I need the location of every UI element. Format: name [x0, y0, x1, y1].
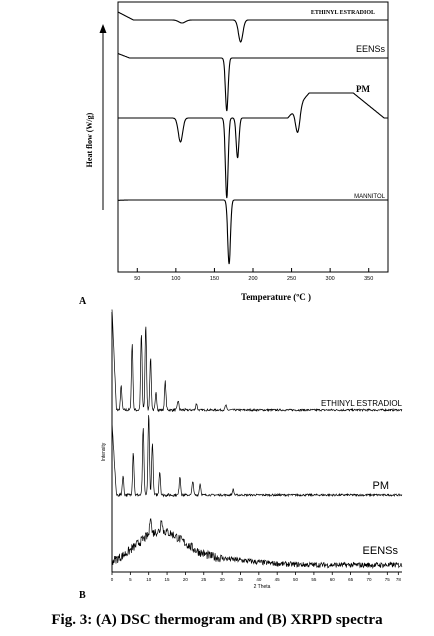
- xrpd-x-tick-label: 15: [165, 577, 171, 582]
- xrpd-x-tick-label: 75: [385, 577, 391, 582]
- xrpd-x-tick-label: 10: [146, 577, 152, 582]
- dsc-x-tick-label: 300: [326, 276, 335, 282]
- dsc-plot-frame: [117, 1, 389, 273]
- xrpd-trace-2: [111, 517, 403, 570]
- xrpd-y-axis-label: Intensity: [101, 442, 107, 461]
- dsc-x-tick-label: 100: [171, 276, 180, 282]
- dsc-x-tick-label: 200: [248, 276, 257, 282]
- xrpd-x-tick-label: 40: [256, 577, 262, 582]
- xrpd-x-tick-label: 55: [311, 577, 317, 582]
- dsc-y-axis-label: Heat flow (W/g): [85, 112, 94, 167]
- dsc-x-tick-label: 150: [210, 276, 219, 282]
- xrpd-x-tick-label: 0: [111, 577, 114, 582]
- dsc-y-arrow-head: [99, 24, 107, 33]
- panel-a-label: A: [79, 296, 87, 307]
- dsc-x-tick-label: 50: [134, 276, 140, 282]
- xrpd-x-tick-label: 78: [396, 577, 402, 582]
- dsc-x-tick-label: 250: [287, 276, 296, 282]
- xrpd-trace-1: [111, 415, 403, 498]
- xrpd-x-tick-label: 65: [348, 577, 354, 582]
- dsc-series-label-1: EENSs: [356, 44, 386, 54]
- dsc-trace-3: [118, 199, 388, 265]
- xrpd-x-tick-label: 50: [293, 577, 299, 582]
- dsc-series-label-2: PM: [356, 84, 370, 94]
- xrpd-x-tick-label: 20: [183, 577, 189, 582]
- xrpd-x-ticks: 0 5 10 15 20 25 30 35 40 45 50 55 60 65 70 75 78: [111, 572, 402, 582]
- xrpd-series-label-0: ETHINYL ESTRADIOL: [321, 399, 403, 408]
- dsc-x-tick-label: 350: [364, 276, 373, 282]
- dsc-trace-1: [117, 52, 388, 112]
- xrpd-x-tick-label: 25: [201, 577, 207, 582]
- xrpd-series-labels: ETHINYL ESTRADIOL PM EENSs: [321, 399, 403, 557]
- xrpd-x-tick-label: 5: [129, 577, 132, 582]
- dsc-series-labels: ETHINYL ESTRADIOL EENSs PM MANNITOL: [311, 10, 386, 200]
- xrpd-panel: 0 5 10 15 20 25 30 35 40 45 50 55 60 65 70 75 78 ETHINYL…: [79, 309, 403, 601]
- dsc-trace-0: [117, 11, 388, 43]
- dsc-traces: [117, 11, 388, 265]
- dsc-series-label-0: ETHINYL ESTRADIOL: [311, 10, 375, 16]
- xrpd-traces: [111, 309, 403, 570]
- panel-b-label: B: [79, 590, 86, 601]
- xrpd-x-axis-label: 2 Theta: [254, 584, 271, 590]
- xrpd-x-tick-label: 60: [330, 577, 336, 582]
- dsc-series-label-3: MANNITOL: [354, 194, 386, 200]
- xrpd-series-label-2: EENSs: [363, 545, 399, 557]
- xrpd-trace-0: [111, 309, 403, 413]
- xrpd-x-tick-label: 45: [275, 577, 281, 582]
- xrpd-x-tick-label: 70: [366, 577, 372, 582]
- figure-caption: Fig. 3: (A) DSC thermogram and (B) XRPD …: [51, 612, 383, 628]
- dsc-x-ticks: 50 100 150 200 250 300 350: [134, 268, 373, 282]
- dsc-panel: 50 100 150 200 250 300 350 ETHINYL ESTRADIOL EE…: [79, 1, 389, 307]
- xrpd-x-tick-label: 35: [238, 577, 244, 582]
- dsc-trace-2: [118, 92, 388, 199]
- xrpd-x-tick-label: 30: [220, 577, 226, 582]
- dsc-x-axis-label: Temperature (ºC ): [241, 292, 311, 302]
- xrpd-series-label-1: PM: [373, 480, 390, 492]
